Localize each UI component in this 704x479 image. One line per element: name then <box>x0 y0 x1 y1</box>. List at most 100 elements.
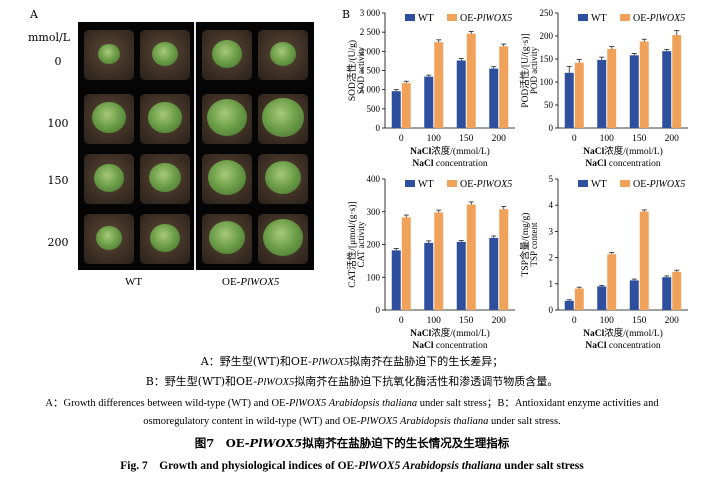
tsp-legend-swatch-oe <box>620 180 630 187</box>
pod-y-tick-label: 150 <box>540 54 554 64</box>
pod-x-tick-label: 0 <box>572 134 577 144</box>
pod-x-tick-label: 150 <box>632 134 647 144</box>
panel-a-letter: A <box>30 8 38 21</box>
plant-rosette <box>263 219 303 256</box>
plant-rosette <box>262 98 304 137</box>
pod-bar-oe <box>607 48 617 128</box>
tsp-y-tick-label: 1 <box>549 279 554 289</box>
cat-legend-label-wt: WT <box>418 179 434 190</box>
cat-y-label-cn: CAT活性/[μmol/(g·s)] <box>346 201 358 287</box>
concentration-unit-label: mmol/L <box>28 31 71 44</box>
pod-bar-oe <box>672 35 682 128</box>
column-label-wt: WT <box>125 276 143 288</box>
pod-x-label-en: NaCl concentration <box>585 159 660 169</box>
caption-line-4: osmoregulatory content in wild-type (WT)… <box>143 416 561 427</box>
pod-legend-label-wt: WT <box>591 13 607 24</box>
sod-bar-oe <box>401 83 411 128</box>
cat-x-tick-label: 200 <box>492 316 507 326</box>
sod-y-tick-label: 3 000 <box>360 8 381 18</box>
cat-bar-oe <box>401 217 411 310</box>
tsp-y-tick-label: 2 <box>549 253 554 263</box>
figure-title-en: Fig. 7 Growth and physiological indices … <box>120 460 584 472</box>
sod-x-label-en: NaCl concentration <box>412 159 487 169</box>
cat-bar-oe <box>499 209 509 310</box>
pod-bar-wt <box>564 72 574 128</box>
sod-bar-wt <box>424 76 434 128</box>
cat-y-tick-label: 400 <box>367 174 381 184</box>
sod-legend-swatch-wt <box>405 14 415 21</box>
pod-legend-swatch-wt <box>578 14 588 21</box>
tsp-x-tick-label: 150 <box>632 316 647 326</box>
tsp-y-tick-label: 4 <box>549 200 554 210</box>
pod-bar-oe <box>639 41 649 128</box>
plant-rosette <box>98 44 120 65</box>
pod-y-tick-label: 250 <box>540 8 554 18</box>
cat-y-tick-label: 0 <box>376 305 381 315</box>
sod-bar-wt <box>456 60 466 128</box>
row-label-0: 0 <box>54 55 62 68</box>
tsp-bar-oe <box>574 288 584 310</box>
pod-bar-wt <box>662 51 672 128</box>
cat-x-label-cn: NaCl浓度/(mmol/L) <box>410 327 490 339</box>
tsp-y-label-en: TSP content <box>529 222 539 266</box>
tsp-x-tick-label: 100 <box>600 316 615 326</box>
cat-y-label-en: CAT activity <box>356 221 366 268</box>
cat-x-tick-label: 0 <box>399 316 404 326</box>
sod-bar-wt <box>391 91 401 128</box>
plant-rosette <box>212 40 242 68</box>
tsp-legend-label-oe: OE-PlWOX5 <box>633 179 685 190</box>
cat-x-label-en: NaCl concentration <box>412 341 487 351</box>
caption-line-2: B：野生型(WT)和OE-PlWOX5拟南芥在盐胁迫下抗氧化酶活性和渗透调节物质… <box>145 375 559 388</box>
tsp-legend-label-wt: WT <box>591 179 607 190</box>
cat-legend-swatch-oe <box>447 180 457 187</box>
plant-rosette <box>148 102 182 134</box>
sod-bar-oe <box>434 42 444 129</box>
plant-rosette <box>96 226 122 250</box>
sod-bar-wt <box>489 68 499 128</box>
caption-line-3: A：Growth differences between wild-type (… <box>45 398 659 409</box>
sod-x-tick-label: 0 <box>399 134 404 144</box>
tsp-y-label-cn: TSP含量/(mg/g) <box>519 213 531 277</box>
tsp-legend-swatch-wt <box>578 180 588 187</box>
plant-rosette <box>149 163 181 193</box>
plant-rosette <box>270 42 296 66</box>
cat-bar-wt <box>391 250 401 310</box>
cat-x-tick-label: 100 <box>427 316 442 326</box>
pod-bar-wt <box>597 59 607 128</box>
plant-rosette <box>208 160 246 195</box>
sod-y-tick-label: 2 500 <box>360 27 381 37</box>
tsp-bar-wt <box>564 300 574 310</box>
cat-bar-wt <box>456 241 466 310</box>
sod-bar-oe <box>466 33 476 129</box>
plant-rosette <box>152 42 178 66</box>
tsp-bar-wt <box>597 286 607 310</box>
caption-line-1: A：野生型(WT)和OE-PlWOX5拟南芥在盐胁迫下的生长差异； <box>200 355 504 368</box>
tsp-x-tick-label: 200 <box>665 316 680 326</box>
row-label-150: 150 <box>47 174 69 187</box>
cat-y-tick-label: 100 <box>367 272 381 282</box>
tsp-x-label-en: NaCl concentration <box>585 341 660 351</box>
plant-rosette <box>150 224 180 252</box>
sod-y-label-cn: SOD活性/(U/g) <box>346 40 358 101</box>
panel-b-letter: B <box>342 8 351 21</box>
sod-x-tick-label: 150 <box>459 134 474 144</box>
pod-x-label-cn: NaCl浓度/(mmol/L) <box>583 145 663 157</box>
sod-bar-oe <box>499 46 509 128</box>
sod-legend-swatch-oe <box>447 14 457 21</box>
column-label-oe: OE-PlWOX5 <box>222 276 280 288</box>
tsp-bar-oe <box>639 211 649 310</box>
cat-bar-wt <box>489 237 499 310</box>
cat-x-tick-label: 150 <box>459 316 474 326</box>
plant-rosette <box>92 102 126 134</box>
cat-y-tick-label: 200 <box>367 240 381 250</box>
tsp-bar-oe <box>672 271 682 310</box>
sod-x-label-cn: NaCl浓度/(mmol/L) <box>410 145 490 157</box>
row-label-200: 200 <box>47 236 69 249</box>
cat-legend-label-oe: OE-PlWOX5 <box>460 179 512 190</box>
sod-y-label-en: SOD activity <box>356 46 366 94</box>
sod-x-tick-label: 100 <box>427 134 442 144</box>
plant-rosette <box>209 221 245 255</box>
sod-y-tick-label: 2 000 <box>360 46 381 56</box>
pod-x-tick-label: 200 <box>665 134 680 144</box>
